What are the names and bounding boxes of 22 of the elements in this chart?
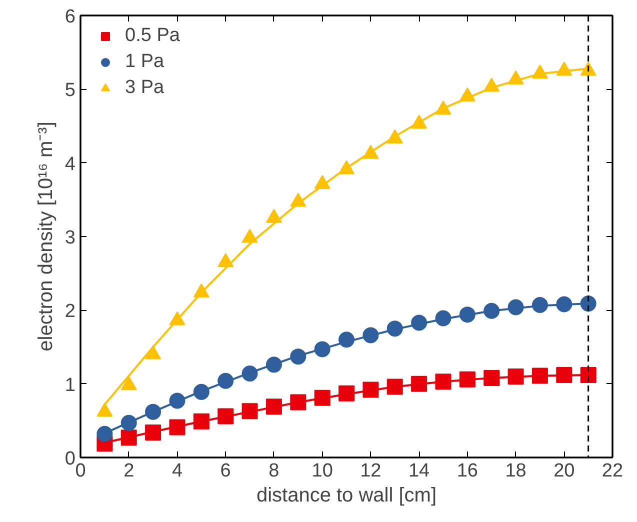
y-axis-title: electron density [10¹⁶ m⁻³] [34, 122, 57, 352]
x-tick-label: 6 [220, 460, 231, 482]
x-tick-label: 2 [124, 460, 134, 482]
legend-label: 1 Pa [125, 51, 164, 73]
x-tick-label: 16 [456, 460, 478, 482]
x-tick-label: 8 [268, 460, 280, 482]
x-tick-label: 20 [554, 460, 575, 482]
y-tick-label: 3 [64, 228, 76, 248]
x-tick-label: 14 [408, 460, 430, 482]
x-tick-label: 10 [312, 460, 333, 482]
x-tick-label: 4 [172, 460, 183, 482]
legend-label: 3 Pa [125, 77, 164, 99]
x-axis-title: distance to wall [cm] [256, 484, 437, 506]
legend-label: 0.5 Pa [125, 25, 180, 47]
y-tick-label: 4 [64, 154, 76, 175]
y-tick-label: 6 [64, 6, 76, 28]
y-tick-label: 5 [64, 80, 76, 102]
x-tick-label: 22 [602, 460, 624, 482]
x-tick-label: 18 [505, 460, 526, 482]
y-tick-label: 1 [64, 374, 76, 396]
y-tick-label: 2 [64, 301, 76, 322]
x-tick-label: 12 [360, 460, 382, 482]
